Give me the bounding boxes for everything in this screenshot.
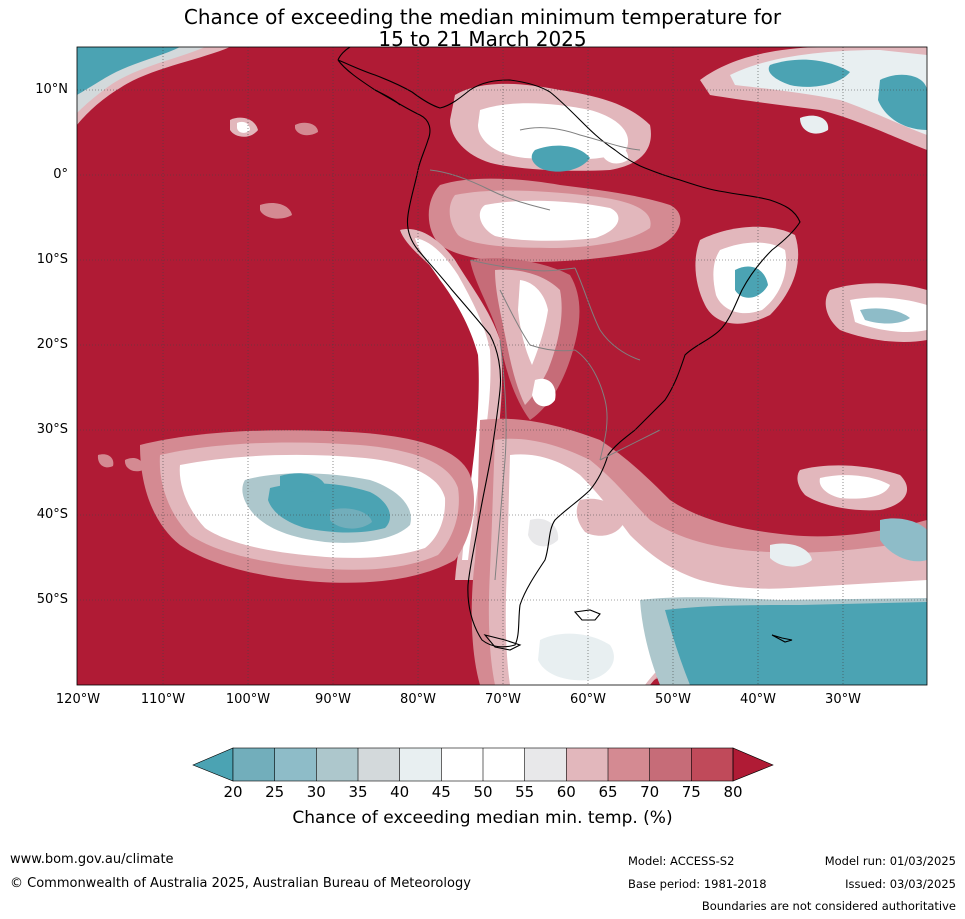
- colorbar-label-50: 50: [473, 783, 493, 801]
- map-title-line2: 15 to 21 March 2025: [378, 27, 587, 51]
- lat-label-50s: 50°S: [36, 592, 68, 607]
- colorbar-below-20-arrow: [192, 747, 234, 782]
- country-boundaries: [429, 127, 661, 581]
- colorbar-bin-55-60: [524, 748, 567, 781]
- lon-label-120w: 120°W: [55, 692, 101, 707]
- colorbar-bin-40-45: [399, 748, 442, 781]
- coastline: [337, 47, 801, 651]
- lon-label-90w: 90°W: [315, 692, 351, 707]
- colorbar-bin-70-75: [649, 748, 692, 781]
- coastline-tierra-del-fuego: [483, 634, 522, 651]
- colorbar-bin-35-40: [358, 748, 400, 781]
- colorbar-bin-30-35: [316, 748, 358, 781]
- footer-copyright: © Commonwealth of Australia 2025, Austra…: [10, 876, 471, 891]
- footer-model: Model: ACCESS-S2: [628, 854, 735, 868]
- coastline-south-america: [337, 59, 801, 648]
- colorbar-above-80-arrow: [732, 747, 774, 782]
- lon-label-110w: 110°W: [140, 692, 186, 707]
- footer-boundaries-note: Boundaries are not considered authoritat…: [701, 899, 956, 913]
- map-frame: [76, 46, 928, 686]
- colorbar-label-35: 35: [348, 783, 368, 801]
- colorbar-bin-75-80: [691, 748, 733, 781]
- colorbar-bin-25-30: [274, 748, 317, 781]
- colorbar-label-75: 75: [681, 783, 701, 801]
- colorbar-label-25: 25: [265, 783, 285, 801]
- lat-label-40s: 40°S: [36, 507, 68, 522]
- map-title-line1: Chance of exceeding the median minimum t…: [183, 5, 782, 29]
- lon-label-70w: 70°W: [485, 692, 521, 707]
- lat-label-10n: 10°N: [35, 82, 68, 97]
- colorbar-label-40: 40: [390, 783, 410, 801]
- colorbar-bin-50-55: [483, 748, 525, 781]
- lon-label-100w: 100°W: [225, 692, 271, 707]
- lat-label-20s: 20°S: [36, 337, 68, 352]
- footer-base-period: Base period: 1981-2018: [628, 877, 767, 891]
- colorbar-title: Chance of exceeding median min. temp. (%…: [292, 808, 673, 828]
- colorbar-label-20: 20: [223, 783, 243, 801]
- lon-label-80w: 80°W: [400, 692, 436, 707]
- lon-label-50w: 50°W: [655, 692, 691, 707]
- colorbar-label-45: 45: [431, 783, 451, 801]
- footer-website: www.bom.gov.au/climate: [10, 852, 174, 867]
- footer-model-run: Model run: 01/03/2025: [824, 854, 956, 868]
- colorbar-label-55: 55: [515, 783, 535, 801]
- graticule: [77, 47, 927, 685]
- colorbar-bin-65-70: [608, 748, 650, 781]
- lat-label-10s: 10°S: [36, 252, 68, 267]
- lat-label-30s: 30°S: [36, 422, 68, 437]
- lon-label-60w: 60°W: [570, 692, 606, 707]
- footer-issued: Issued: 03/03/2025: [845, 877, 956, 891]
- colorbar-bin-60-65: [566, 748, 608, 781]
- coastline-falklands: [573, 609, 601, 621]
- colorbar-label-30: 30: [306, 783, 326, 801]
- lon-label-40w: 40°W: [740, 692, 776, 707]
- colorbar-bin-20-25: [233, 748, 275, 781]
- colorbar-label-65: 65: [598, 783, 618, 801]
- colorbar-bin-45-50: [441, 748, 483, 781]
- coastline-south-georgia: [771, 634, 793, 643]
- colorbar-label-70: 70: [640, 783, 660, 801]
- colorbar-label-80: 80: [723, 783, 743, 801]
- lon-label-30w: 30°W: [825, 692, 861, 707]
- lat-label-0: 0°: [53, 167, 68, 182]
- coastline-central-america: [337, 47, 401, 106]
- colorbar-label-60: 60: [556, 783, 576, 801]
